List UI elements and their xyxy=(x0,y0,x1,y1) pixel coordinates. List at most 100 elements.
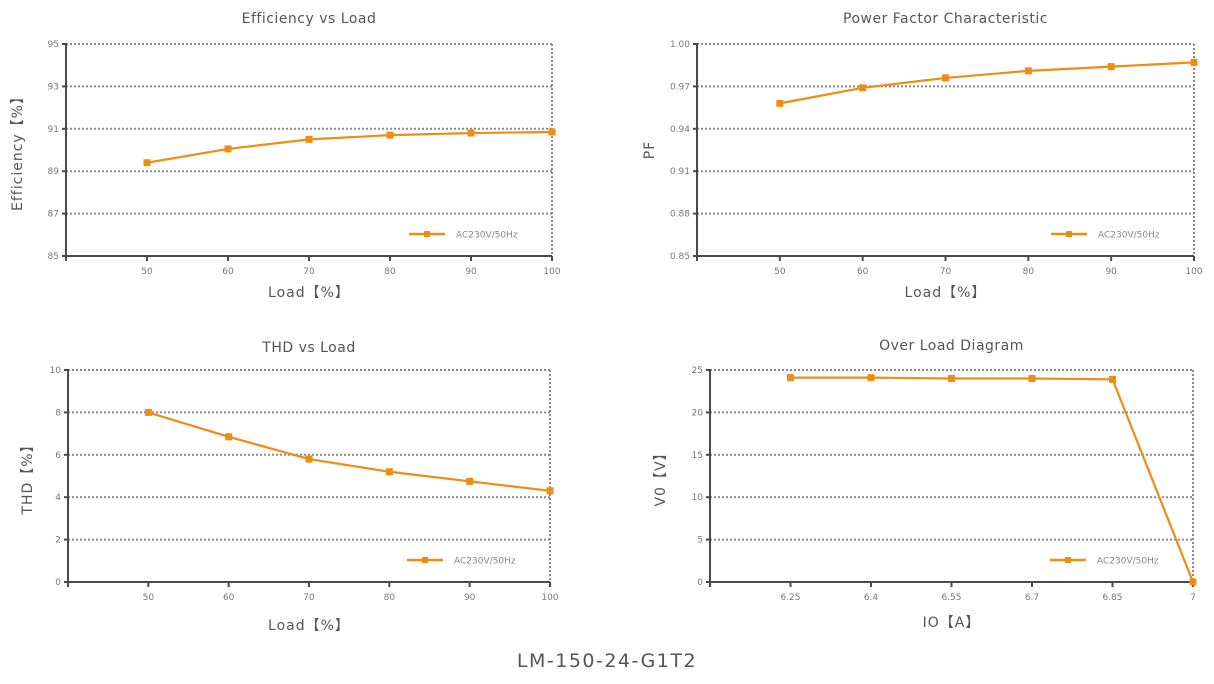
data-point xyxy=(859,84,867,92)
y-tick-label: 0.85 xyxy=(670,252,690,262)
series-line xyxy=(146,130,553,164)
chart-1: Power Factor Characteristic 0.85 0.88 0.91 0… xyxy=(642,11,1203,301)
x-tick-label: 90 xyxy=(464,593,476,603)
x-tick-label: 6.25 xyxy=(780,593,800,603)
x-tick-label: 6.4 xyxy=(864,593,879,603)
x-tick-label: 100 xyxy=(1185,267,1202,277)
legend-marker xyxy=(1066,231,1072,237)
x-tick-label: 50 xyxy=(774,267,786,277)
data-point xyxy=(548,128,556,136)
chart-title: Efficiency vs Load xyxy=(242,11,377,27)
x-tick-label: 100 xyxy=(541,593,558,603)
chart-3: Over Load Diagram 0 5 10 15 20 25 6.25 6.4 6.55 6.… xyxy=(653,338,1197,631)
y-tick-label: 85 xyxy=(48,252,59,262)
data-point xyxy=(466,477,474,485)
y-tick-label: 0 xyxy=(55,578,61,588)
model-name: LM-150-24-G1T2 xyxy=(516,650,698,672)
series-line xyxy=(790,376,1195,583)
data-point xyxy=(787,374,794,382)
y-axis-label: Efficiency【%】 xyxy=(10,89,26,211)
x-tick-label: 70 xyxy=(940,267,952,277)
data-point xyxy=(1190,58,1198,66)
x-tick-label: 100 xyxy=(543,267,560,277)
data-point xyxy=(144,408,152,416)
data-point xyxy=(776,99,784,107)
data-point xyxy=(1109,375,1116,383)
x-tick-label: 6.7 xyxy=(1025,593,1039,603)
x-tick-label: 80 xyxy=(384,593,396,603)
y-tick-label: 93 xyxy=(48,82,59,92)
data-point xyxy=(546,487,554,495)
data-point xyxy=(385,468,393,476)
legend-label: AC230V/50Hz xyxy=(1097,557,1159,567)
y-tick-label: 15 xyxy=(692,451,703,461)
data-point xyxy=(1189,578,1197,586)
x-axis-label: Load【%】 xyxy=(268,285,350,301)
x-tick-label: 6.85 xyxy=(1102,593,1122,603)
data-point xyxy=(948,374,955,382)
y-tick-label: 0.94 xyxy=(670,125,690,135)
y-axis-label: THD【%】 xyxy=(20,437,36,515)
legend-label: AC230V/50Hz xyxy=(1098,231,1160,241)
y-tick-label: 95 xyxy=(48,40,59,50)
x-tick-label: 60 xyxy=(222,267,234,277)
y-tick-label: 20 xyxy=(692,408,704,418)
x-axis-label: Load【%】 xyxy=(905,285,987,301)
x-tick-label: 90 xyxy=(1105,267,1117,277)
legend-marker xyxy=(422,557,428,563)
chart-title: THD vs Load xyxy=(261,340,355,356)
data-point xyxy=(386,131,394,139)
legend-label: AC230V/50Hz xyxy=(456,231,518,241)
series-line xyxy=(148,411,551,492)
y-tick-label: 0.97 xyxy=(670,82,690,92)
y-axis-label: PF xyxy=(642,141,658,160)
x-tick-label: 50 xyxy=(141,267,153,277)
data-point xyxy=(1107,63,1115,71)
y-tick-label: 6 xyxy=(55,451,61,461)
y-tick-label: 8 xyxy=(55,408,61,418)
x-tick-label: 60 xyxy=(223,593,235,603)
y-tick-label: 10 xyxy=(692,493,704,503)
y-tick-label: 1.00 xyxy=(670,40,690,50)
x-tick-label: 90 xyxy=(465,267,477,277)
y-tick-label: 91 xyxy=(48,125,59,135)
x-tick-label: 7 xyxy=(1190,593,1196,603)
legend-label: AC230V/50Hz xyxy=(454,557,516,567)
data-point xyxy=(305,135,313,143)
x-tick-label: 60 xyxy=(857,267,869,277)
chart-2: THD vs Load 0 2 4 6 8 10 50 60 70 80 90 100 Load【%】 TH… xyxy=(20,340,559,634)
chart-title: Power Factor Characteristic xyxy=(843,11,1048,27)
x-axis-label: IO【A】 xyxy=(923,615,981,631)
x-axis-label: Load【%】 xyxy=(268,618,350,634)
data-point xyxy=(942,74,949,82)
y-tick-label: 0 xyxy=(697,578,703,588)
y-tick-label: 0.88 xyxy=(670,210,690,220)
x-tick-label: 70 xyxy=(303,267,315,277)
data-point xyxy=(305,455,313,463)
legend-marker xyxy=(424,231,430,237)
chart-title: Over Load Diagram xyxy=(879,338,1024,354)
data-point xyxy=(867,374,875,382)
legend-marker xyxy=(1065,557,1071,563)
x-tick-label: 50 xyxy=(143,593,155,603)
y-tick-label: 4 xyxy=(55,493,61,503)
y-tick-label: 5 xyxy=(697,536,703,546)
data-point xyxy=(467,129,475,137)
data-point xyxy=(1024,67,1032,75)
x-tick-label: 80 xyxy=(1023,267,1035,277)
x-tick-label: 70 xyxy=(303,593,315,603)
y-tick-label: 2 xyxy=(55,536,61,546)
data-point xyxy=(224,145,232,153)
y-tick-label: 0.91 xyxy=(670,167,690,177)
y-tick-label: 87 xyxy=(48,210,59,220)
y-axis-label: V0【V】 xyxy=(653,445,669,506)
y-tick-label: 10 xyxy=(50,366,62,376)
series-line xyxy=(779,61,1195,105)
y-tick-label: 25 xyxy=(692,366,703,376)
data-point xyxy=(143,159,151,167)
data-point xyxy=(1028,374,1036,382)
x-tick-label: 80 xyxy=(384,267,396,277)
x-tick-label: 6.55 xyxy=(941,593,961,603)
data-point xyxy=(225,433,233,441)
